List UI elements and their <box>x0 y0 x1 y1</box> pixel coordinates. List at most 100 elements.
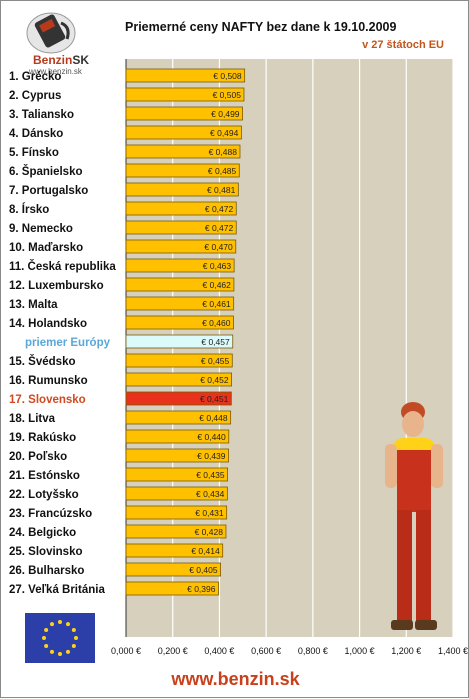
eu-flag-icon <box>25 613 95 663</box>
category-label: 14. Holandsko <box>9 318 87 330</box>
category-label: 6. Španielsko <box>9 165 83 178</box>
value-label: € 0,440 <box>197 432 226 442</box>
mascot-figure <box>385 402 443 630</box>
value-label: € 0,457 <box>201 337 230 347</box>
category-label: 22. Lotyšsko <box>9 489 79 501</box>
flag-star <box>58 620 62 624</box>
bar <box>125 448 229 463</box>
category-label: 21. Estónsko <box>9 470 80 482</box>
value-label: € 0,505 <box>213 90 242 100</box>
x-tick-label: 0,800 € <box>298 646 328 656</box>
value-label: € 0,462 <box>203 280 232 290</box>
category-label: 1. Grécko <box>9 71 61 83</box>
bar <box>125 315 234 330</box>
category-label: 11. Česká republika <box>9 260 116 273</box>
bar <box>125 486 228 501</box>
value-label: € 0,481 <box>207 185 236 195</box>
value-label: € 0,396 <box>187 584 216 594</box>
value-label: € 0,405 <box>189 565 218 575</box>
bar <box>125 505 228 520</box>
value-label: € 0,488 <box>209 147 238 157</box>
logo-url: www.benzin.sk <box>29 67 82 76</box>
benzin-logo[interactable]: BenzinSK www.benzin.sk <box>11 9 91 76</box>
category-label: 12. Luxembursko <box>9 280 104 292</box>
chart-title: Priemerné ceny NAFTY bez dane k 19.10.20… <box>125 20 397 34</box>
value-label: € 0,470 <box>204 242 233 252</box>
bar <box>125 163 240 178</box>
bar <box>125 562 221 577</box>
x-tick-label: 1,000 € <box>345 646 375 656</box>
logo-brand: BenzinSK <box>33 53 90 67</box>
bar <box>125 68 246 83</box>
value-label: € 0,414 <box>191 546 220 556</box>
category-label: 5. Fínsko <box>9 147 59 159</box>
bar <box>125 182 239 197</box>
value-label: € 0,472 <box>205 223 234 233</box>
bar <box>125 220 237 235</box>
category-label: 9. Nemecko <box>9 223 73 235</box>
category-label: 19. Rakúsko <box>9 432 76 444</box>
category-label: 7. Portugalsko <box>9 185 88 197</box>
flag-star <box>42 636 46 640</box>
footer-url[interactable]: www.benzin.sk <box>171 669 300 689</box>
category-label: 24. Belgicko <box>9 527 76 539</box>
value-label: € 0,448 <box>199 413 228 423</box>
flag-star <box>66 649 70 654</box>
value-label: € 0,451 <box>200 394 229 404</box>
flag-star <box>44 644 49 648</box>
value-label: € 0,499 <box>211 109 240 119</box>
value-label: € 0,431 <box>195 508 224 518</box>
flag-star <box>50 649 54 654</box>
category-label: 26. Bulharsko <box>9 565 84 577</box>
chart-subtitle: v 27 štátoch EU <box>362 39 444 51</box>
value-label: € 0,439 <box>197 451 226 461</box>
category-label: 13. Malta <box>9 299 58 311</box>
flag-star <box>44 628 49 632</box>
bar <box>125 277 235 292</box>
bar <box>125 391 232 406</box>
category-label: 27. Veľká Británia <box>9 584 105 596</box>
x-tick-label: 0,400 € <box>204 646 234 656</box>
bar <box>125 125 242 140</box>
value-label: € 0,485 <box>208 166 237 176</box>
category-label: 18. Litva <box>9 413 56 425</box>
bar <box>125 429 230 444</box>
category-label: 25. Slovinsko <box>9 546 83 558</box>
flag-star <box>50 622 54 627</box>
bar <box>125 524 227 539</box>
flag-star <box>58 652 62 656</box>
category-label: priemer Európy <box>25 337 111 349</box>
bar <box>125 334 234 349</box>
bar <box>125 201 237 216</box>
flag-star <box>74 636 78 640</box>
bar <box>125 106 243 121</box>
category-label: 8. Írsko <box>9 203 49 216</box>
category-label: 2. Cyprus <box>9 90 61 102</box>
bar <box>125 87 245 102</box>
bar <box>125 410 232 425</box>
value-label: € 0,428 <box>195 527 224 537</box>
bar <box>125 239 237 254</box>
category-label: 23. Francúzsko <box>9 508 92 520</box>
x-tick-label: 0,600 € <box>251 646 281 656</box>
category-label: 20. Poľsko <box>9 451 67 463</box>
category-label: 3. Taliansko <box>9 109 74 121</box>
x-tick-label: 0,200 € <box>158 646 188 656</box>
value-label: € 0,463 <box>203 261 232 271</box>
flag-star <box>71 644 76 648</box>
value-label: € 0,435 <box>196 470 225 480</box>
category-label: 17. Slovensko <box>9 394 86 406</box>
bar <box>125 372 232 387</box>
flag-star <box>66 622 70 627</box>
bar <box>125 144 241 159</box>
value-label: € 0,452 <box>200 375 229 385</box>
value-label: € 0,460 <box>202 318 231 328</box>
category-label: 4. Dánsko <box>9 128 63 140</box>
value-label: € 0,472 <box>205 204 234 214</box>
flag-star <box>71 628 76 632</box>
x-tick-label: 1,400 € <box>438 646 468 656</box>
bar <box>125 543 224 558</box>
value-label: € 0,494 <box>210 128 239 138</box>
value-label: € 0,461 <box>202 299 231 309</box>
